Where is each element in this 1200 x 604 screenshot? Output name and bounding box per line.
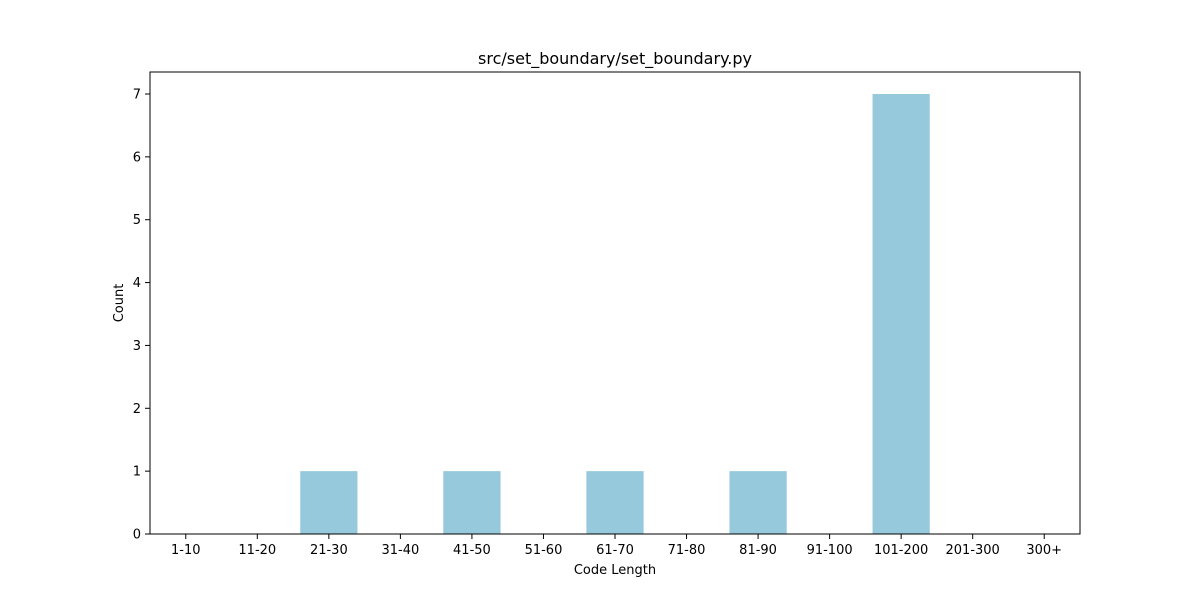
x-tick-label: 71-80 [668, 543, 706, 558]
x-tick-label: 21-30 [310, 543, 348, 558]
y-tick-label: 3 [133, 339, 141, 354]
x-tick-label: 101-200 [874, 543, 928, 558]
x-tick-label: 91-100 [807, 543, 853, 558]
y-axis: 0 1 2 3 4 5 6 7 [133, 88, 150, 543]
x-tick-label: 61-70 [596, 543, 634, 558]
y-tick-label: 0 [133, 528, 141, 543]
x-tick-label: 1-10 [171, 543, 201, 558]
x-tick-label: 300+ [1026, 543, 1062, 558]
x-tick-label: 201-300 [946, 543, 1000, 558]
y-tick-label: 4 [133, 276, 141, 291]
bar-21-30 [300, 471, 358, 534]
y-tick-label: 5 [133, 213, 141, 228]
bars-layer [300, 94, 930, 534]
chart-title: src/set_boundary/set_boundary.py [478, 49, 752, 69]
y-tick-label: 6 [133, 150, 141, 165]
x-tick-label: 81-90 [739, 543, 777, 558]
x-tick-label: 31-40 [381, 543, 419, 558]
x-tick-label: 51-60 [525, 543, 563, 558]
x-tick-label: 11-20 [238, 543, 276, 558]
y-tick-label: 7 [133, 88, 141, 103]
x-axis-label: Code Length [574, 563, 656, 578]
bar-101-200 [872, 94, 930, 534]
bar-41-50 [443, 471, 501, 534]
y-tick-label: 2 [133, 402, 141, 417]
y-tick-label: 1 [133, 465, 141, 480]
x-tick-label: 41-50 [453, 543, 491, 558]
x-axis: 1-10 11-20 21-30 31-40 41-50 51-60 61-70 71-80 8… [171, 534, 1062, 558]
y-axis-label: Count [112, 284, 127, 323]
bar-81-90 [729, 471, 787, 534]
plot-frame [149, 71, 1081, 535]
bar-61-70 [586, 471, 644, 534]
